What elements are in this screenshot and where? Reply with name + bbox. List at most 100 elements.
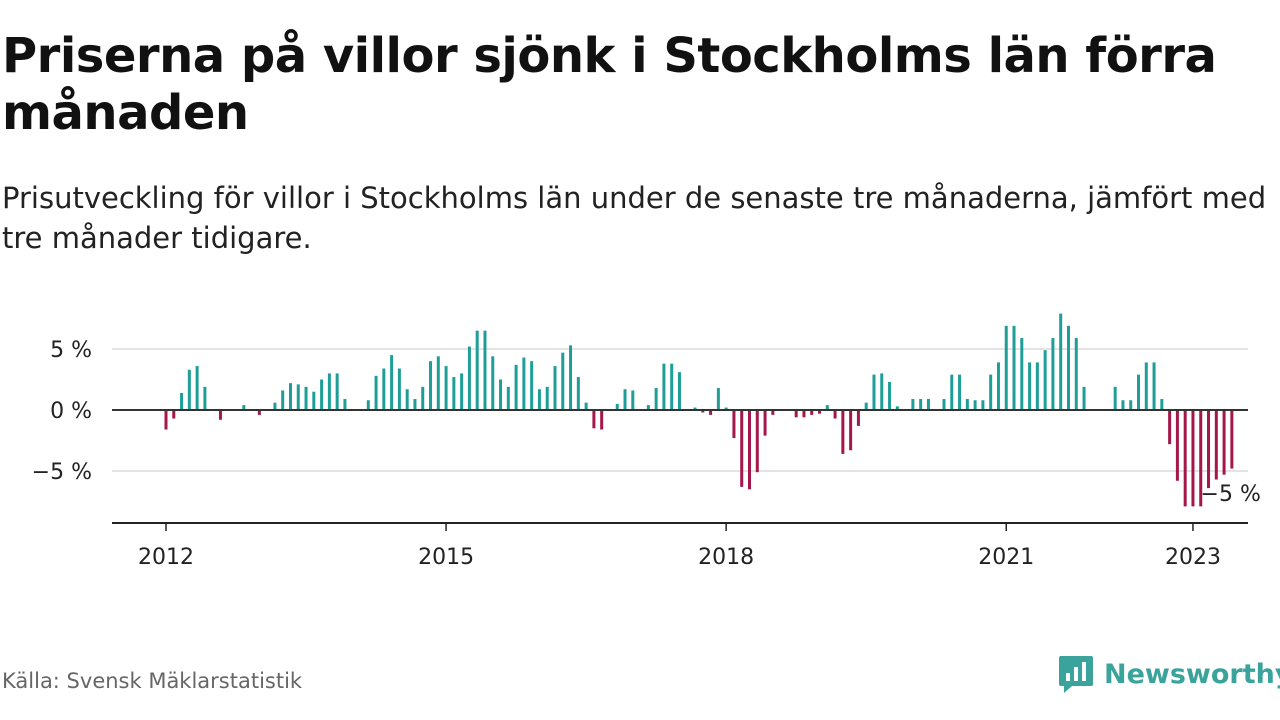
bar: [1183, 410, 1187, 507]
y-tick-label: −5 %: [32, 460, 92, 485]
bar: [662, 363, 666, 410]
bar: [763, 410, 767, 436]
bar: [1191, 410, 1195, 507]
bar: [1004, 325, 1008, 410]
bar: [872, 374, 876, 410]
bar: [755, 410, 759, 473]
bar: [716, 388, 720, 410]
bar: [242, 405, 246, 410]
bar: [1113, 386, 1117, 410]
bar: [802, 410, 806, 418]
bar: [436, 356, 440, 410]
bar: [600, 410, 604, 430]
newsworthy-logo[interactable]: Newsworthy: [1058, 654, 1280, 694]
bar: [1175, 410, 1179, 481]
bar: [709, 410, 713, 415]
bar: [724, 407, 728, 410]
bar: [996, 362, 1000, 410]
bar: [460, 373, 464, 410]
bar: [413, 399, 417, 410]
bar: [856, 410, 860, 426]
bar: [374, 375, 378, 410]
bar: [623, 389, 627, 410]
bar: [818, 410, 822, 414]
bar: [444, 366, 448, 410]
x-tick-label: 2015: [418, 545, 474, 570]
bar: [989, 374, 993, 410]
bar: [973, 400, 977, 410]
bar: [950, 374, 954, 410]
bar: [257, 410, 261, 415]
bar: [1214, 410, 1218, 480]
bar: [732, 410, 736, 439]
bar: [748, 410, 751, 490]
bar: [180, 392, 184, 410]
bar: [919, 399, 923, 410]
bar: [1144, 362, 1148, 410]
bar: [1035, 362, 1039, 410]
bar: [1207, 410, 1211, 489]
bar: [1160, 399, 1164, 410]
chart-subtitle: Prisutveckling för villor i Stockholms l…: [2, 181, 1267, 255]
bar: [849, 410, 853, 451]
bar: [569, 345, 573, 410]
x-tick-label: 2012: [138, 545, 194, 570]
bar: [911, 399, 915, 410]
bar: [491, 356, 495, 410]
bar: [1230, 410, 1234, 469]
bar: [203, 386, 207, 410]
bar: [452, 377, 456, 410]
bar-chart: 5 % 0 % −5 % 2012 2015 2018 2021 2023 −5 %: [32, 313, 1261, 570]
bar: [343, 399, 347, 410]
bar: [693, 407, 697, 410]
bar: [810, 410, 814, 415]
bar: [631, 390, 635, 410]
bar: [273, 402, 277, 410]
bar: [841, 410, 845, 454]
bar: [584, 402, 588, 410]
bar: [561, 352, 565, 410]
bar: [833, 410, 837, 419]
bar: [646, 405, 650, 410]
bar: [397, 368, 401, 410]
brand-name: Newsworthy: [1104, 658, 1280, 690]
bar: [1051, 338, 1055, 410]
last-value-label: −5 %: [1201, 482, 1261, 507]
bar: [320, 379, 324, 410]
bar: [888, 381, 892, 410]
bar: [895, 406, 899, 410]
bar: [592, 410, 596, 429]
bar: [576, 377, 580, 410]
bar: [740, 410, 744, 487]
bar: [1020, 338, 1024, 410]
chart-title: Priserna på villor sjönk i Stockholms lä…: [2, 28, 1217, 141]
bar: [654, 388, 658, 410]
bar: [1059, 313, 1063, 410]
bar: [864, 402, 868, 410]
bar: [530, 361, 534, 410]
bar: [288, 383, 292, 410]
bar: [296, 384, 300, 410]
bar: [382, 368, 386, 410]
bar: [335, 373, 339, 410]
bar: [701, 410, 705, 413]
bar: [187, 369, 191, 410]
bar: [522, 357, 526, 410]
bar: [1129, 400, 1133, 410]
bar: [1074, 338, 1078, 410]
bar: [677, 372, 681, 410]
bar: [1152, 362, 1156, 410]
bar: [926, 399, 930, 410]
bar: [195, 366, 199, 410]
bar: [366, 400, 370, 410]
bar: [825, 405, 829, 410]
bar: [164, 410, 168, 430]
bar: [467, 346, 471, 410]
bar: [880, 373, 884, 410]
source-note: Källa: Svensk Mäklarstatistik: [2, 669, 303, 693]
bar: [1199, 410, 1203, 507]
bar: [514, 364, 518, 410]
y-tick-label: 0 %: [50, 399, 92, 424]
bar: [218, 410, 222, 420]
bar: [390, 355, 394, 410]
